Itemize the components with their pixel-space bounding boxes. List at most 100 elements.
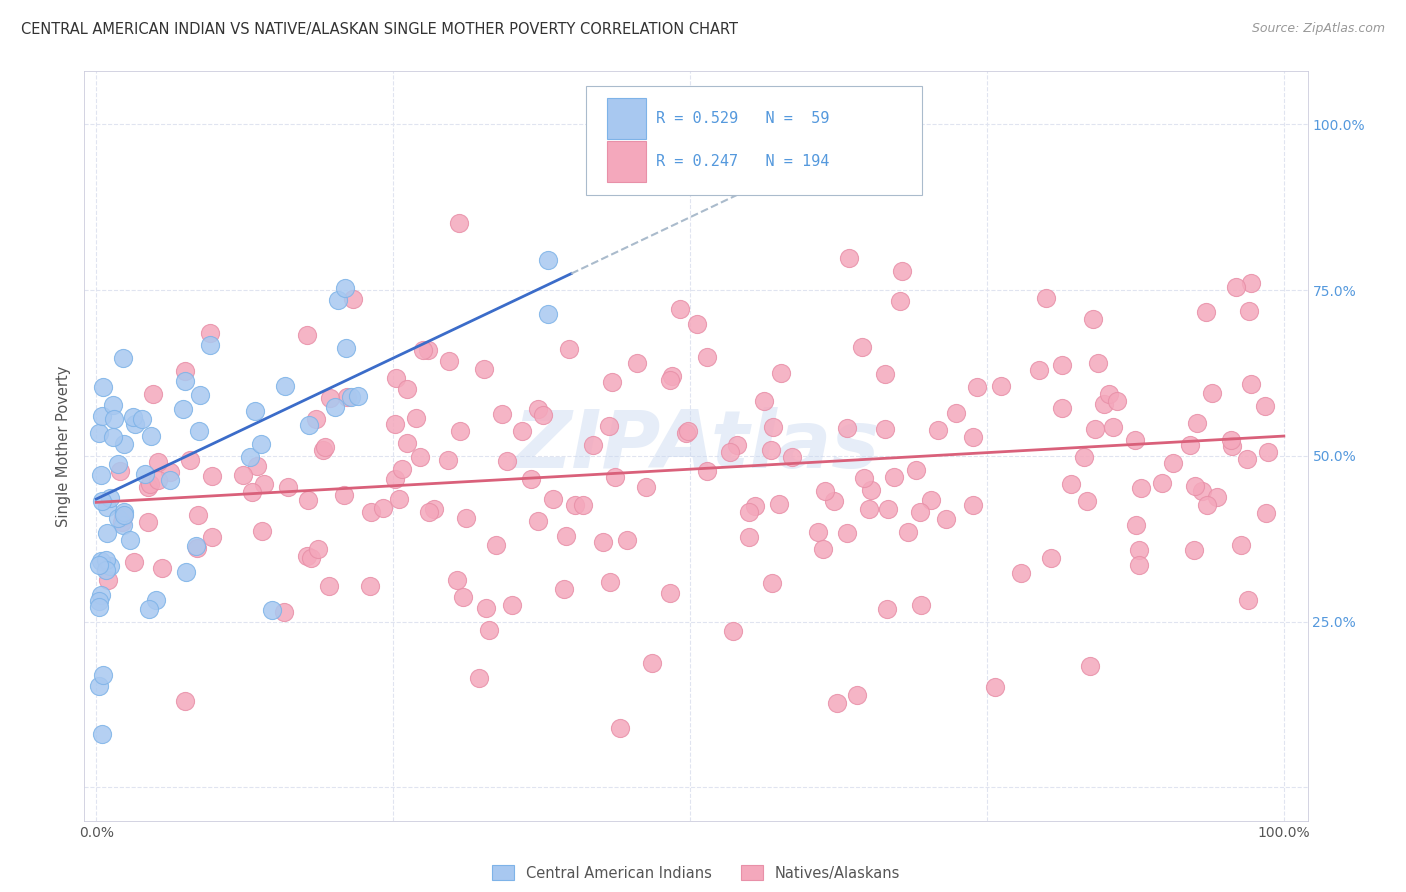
Point [409,450,432,465]
Point [1161,456,1184,470]
Point [533,408,555,422]
Point [298,417,321,432]
Point [626,356,648,370]
Point [111,351,134,366]
Point [96,525,118,540]
Point [423,502,446,516]
Point [297,327,319,342]
Point [253,477,276,491]
Point [418,505,440,519]
Point [250,524,273,538]
Point [1125,518,1147,533]
Point [472,362,495,376]
Point [243,404,266,418]
Point [249,436,271,450]
FancyBboxPatch shape [606,98,645,139]
Point [990,379,1012,393]
Point [910,599,932,613]
Point [1128,558,1150,573]
Point [1225,279,1247,293]
Point [107,511,129,525]
Point [859,483,882,497]
Point [335,341,357,355]
Point [1050,401,1073,416]
Point [1028,363,1050,377]
Point [96,552,118,566]
Point [478,623,501,637]
Point [260,602,283,616]
Point [273,606,295,620]
Point [1152,476,1174,491]
Point [90,493,112,508]
Point [557,342,579,356]
Point [139,429,162,443]
Point [335,391,357,405]
Point [124,555,146,569]
Point [312,443,335,458]
Point [609,721,631,735]
Point [1191,483,1213,498]
Point [242,485,264,500]
Point [873,367,896,381]
Point [851,340,873,354]
Point [592,534,614,549]
Point [572,498,595,512]
Point [910,505,932,519]
Text: ZIPAtlas: ZIPAtlas [513,407,879,485]
Point [274,379,297,393]
Point [396,435,419,450]
Point [564,498,586,512]
Point [1185,416,1208,430]
Point [1206,491,1229,505]
Point [124,417,146,431]
Point [121,409,143,424]
Point [966,380,988,394]
Point [436,453,458,467]
Point [526,402,548,417]
Point [1084,422,1107,436]
Point [297,493,319,508]
Point [811,542,834,557]
Point [188,387,211,401]
Point [139,477,162,491]
Point [451,590,474,604]
Point [103,429,125,443]
Point [1230,538,1253,552]
Point [456,510,478,524]
Point [634,480,657,494]
FancyBboxPatch shape [606,141,645,182]
Point [120,533,142,548]
Point [510,424,533,438]
Point [340,390,363,404]
Point [1254,399,1277,413]
Point [138,602,160,616]
Point [396,382,419,396]
Point [1237,592,1260,607]
Point [1059,476,1081,491]
Point [984,680,1007,694]
Point [891,264,914,278]
Point [1236,451,1258,466]
Point [307,541,329,556]
Point [536,307,558,321]
Point [159,473,181,487]
Point [720,445,742,459]
Point [599,574,621,589]
Point [131,412,153,426]
Point [90,468,112,483]
Point [384,471,406,485]
Point [905,463,928,477]
Point [1220,439,1243,453]
Point [173,694,195,708]
Point [384,417,406,431]
Point [845,688,868,702]
Point [418,343,440,358]
Point [1010,566,1032,580]
Point [145,593,167,607]
Point [696,465,718,479]
Point [501,598,523,612]
Text: Source: ZipAtlas.com: Source: ZipAtlas.com [1251,22,1385,36]
Point [142,386,165,401]
Point [186,541,208,556]
Point [388,491,411,506]
